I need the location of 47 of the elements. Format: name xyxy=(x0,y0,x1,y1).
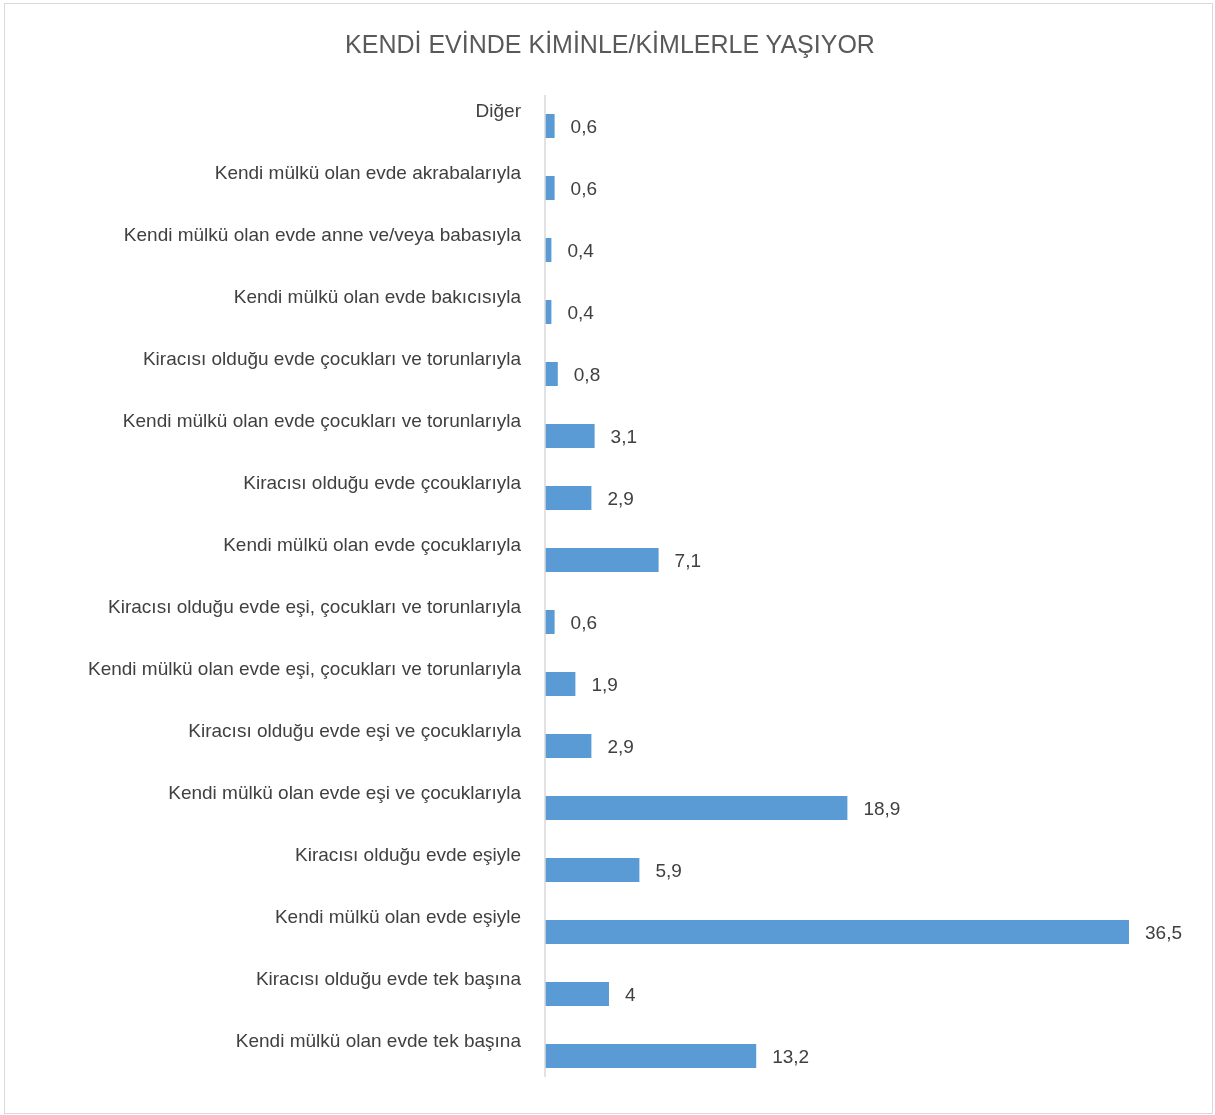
data-label: 13,2 xyxy=(772,1046,810,1067)
data-label: 1,9 xyxy=(591,674,618,695)
data-label: 0,8 xyxy=(573,364,601,385)
data-label: 36,5 xyxy=(1145,922,1182,943)
bar xyxy=(545,672,576,696)
bar xyxy=(545,362,558,386)
bar xyxy=(545,176,555,200)
y-tick-label: Kiracısı olduğu evde eşi, çocukları ve torunlarıyla xyxy=(108,596,522,617)
bar xyxy=(545,982,609,1006)
data-label: 0,6 xyxy=(570,612,598,633)
y-tick-label: Kiracısı olduğu evde çocukları ve torunlarıyla xyxy=(142,348,522,369)
data-label: 0,6 xyxy=(570,116,598,137)
y-tick-label: Diğer xyxy=(475,100,522,121)
y-tick-label: Kiracısı olduğu evde tek başına xyxy=(255,968,522,989)
y-tick-label: Kendi mülkü olan evde tek başına xyxy=(235,1030,522,1051)
data-label: 0,6 xyxy=(570,178,598,199)
data-label: 0,4 xyxy=(567,240,595,261)
y-tick-label: Kendi mülkü olan evde akrabalarıyla xyxy=(214,162,522,183)
y-tick-label: Kendi mülkü olan evde çocuklarıyla xyxy=(223,534,522,555)
y-tick-label: Kendi mülkü olan evde eşi ve çocuklarıyla xyxy=(168,782,522,803)
y-tick-label: Kiracısı olduğu evde eşi ve çocuklarıyla xyxy=(188,720,522,741)
data-label: 0,4 xyxy=(567,302,595,323)
bar xyxy=(545,920,1129,944)
data-label: 18,9 xyxy=(863,798,901,819)
y-tick-label: Kendi mülkü olan evde eşiyle xyxy=(274,906,521,927)
bar xyxy=(545,610,555,634)
data-label: 3,1 xyxy=(610,426,638,447)
y-tick-label: Kendi mülkü olan evde eşi, çocukları ve torunlarıyla xyxy=(87,658,522,679)
data-label: 5,9 xyxy=(655,860,682,881)
y-tick-label: Kiracısı olduğu evde çcouklarıyla xyxy=(243,472,522,493)
y-tick-label: Kiracısı olduğu evde eşiyle xyxy=(294,844,521,865)
bar xyxy=(545,424,595,448)
y-tick-label: Kendi mülkü olan evde anne ve/veya babasıyla xyxy=(123,224,522,245)
bar xyxy=(545,548,659,572)
bar xyxy=(545,734,592,758)
bar xyxy=(545,114,555,138)
data-label: 2,9 xyxy=(607,736,634,757)
data-label: 4 xyxy=(625,984,636,1005)
chart-title: KENDİ EVİNDE KİMİNLE/KİMLERLE YAŞIYOR xyxy=(345,30,875,58)
bar xyxy=(545,796,848,820)
bar xyxy=(545,858,640,882)
bar xyxy=(545,1044,757,1068)
y-tick-label: Kendi mülkü olan evde bakıcısıyla xyxy=(233,286,522,307)
data-label: 2,9 xyxy=(607,488,634,509)
bar xyxy=(545,486,592,510)
data-label: 7,1 xyxy=(674,550,702,571)
y-tick-label: Kendi mülkü olan evde çocukları ve torunlarıyla xyxy=(122,410,522,431)
